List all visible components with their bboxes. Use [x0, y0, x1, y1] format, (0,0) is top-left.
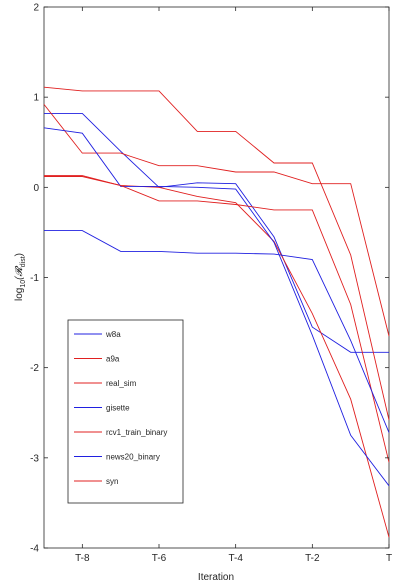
legend-label-a9a: a9a [106, 355, 120, 364]
series-layer [43, 86, 390, 538]
y-tick-label: -1 [30, 273, 39, 284]
legend-label-news20-binary: news20_binary [106, 453, 160, 462]
series-line-gisette [43, 127, 390, 487]
y-tick-label: -2 [30, 363, 39, 374]
y-axis-label-close: ) [14, 253, 25, 256]
y-axis-label-log-base: 10 [20, 280, 27, 288]
x-tick-label: T-2 [305, 553, 320, 564]
y-axis-label-symbol-sub: dist [20, 256, 27, 267]
x-tick-label: T-4 [228, 553, 243, 564]
series-line-syn [43, 86, 390, 421]
legend-label-real-sim: real_sim [106, 379, 137, 388]
legend-box [67, 319, 184, 504]
x-axis: T-8 T-6 T-4 T-2 T [75, 7, 392, 564]
series-line-rcv1-train-binary [44, 175, 390, 463]
y-tick-label: -3 [30, 453, 39, 464]
series-line-real-sim [43, 104, 390, 337]
x-tick-label: T-8 [75, 553, 90, 564]
y-axis-label-symbol: (𝓡 [14, 266, 25, 280]
legend-label-rcv1-train-binary: rcv1_train_binary [106, 428, 167, 437]
y-tick-label: -4 [30, 544, 39, 555]
x-tick-label: T-6 [152, 553, 167, 564]
y-axis: -4 -3 -2 -1 0 1 2 [30, 3, 389, 555]
series-line-news20-binary [44, 230, 390, 433]
y-tick-label: 2 [33, 3, 39, 14]
y-axis-label-log: log [14, 288, 25, 301]
y-tick-label: 0 [33, 183, 39, 194]
y-axis-label: log10(𝓡dist) [14, 253, 27, 301]
legend-label-w8a: w8a [105, 330, 121, 339]
legend-label-syn: syn [106, 477, 118, 486]
x-axis-label: Iteration [198, 572, 234, 583]
legend-label-gisette: gisette [106, 404, 130, 413]
y-tick-label: 1 [33, 93, 39, 104]
series-line-w8a [44, 112, 389, 353]
x-tick-label: T [386, 553, 392, 564]
